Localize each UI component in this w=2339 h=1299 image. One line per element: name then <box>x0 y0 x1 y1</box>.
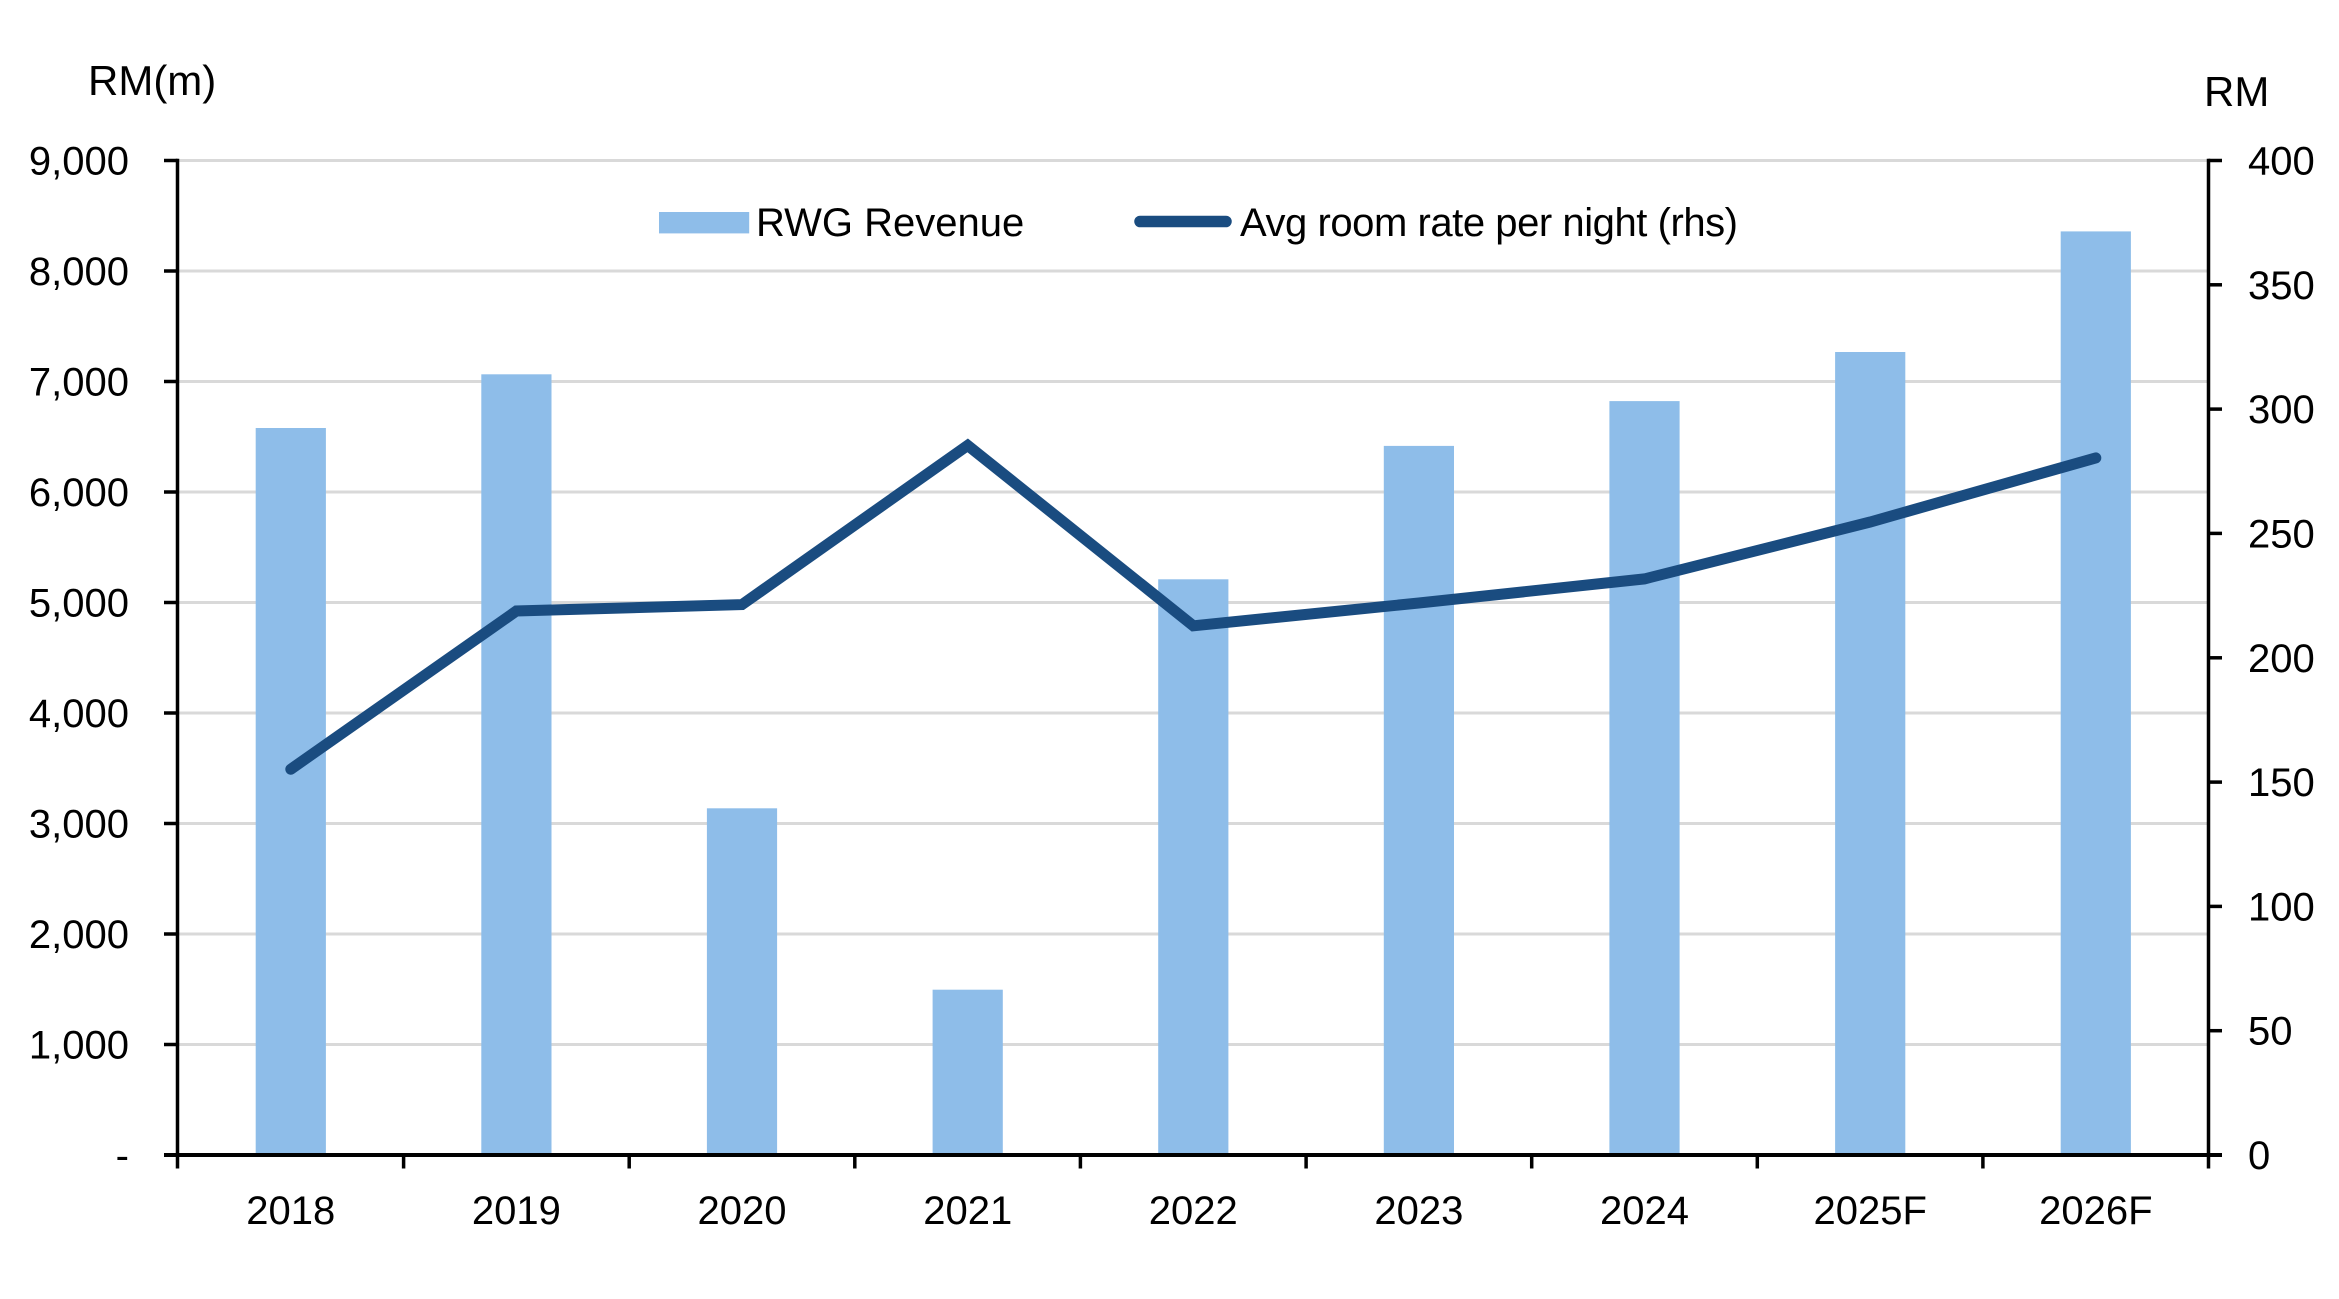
svg-text:7,000: 7,000 <box>29 361 129 405</box>
svg-text:4,000: 4,000 <box>29 692 129 736</box>
svg-text:250: 250 <box>2248 512 2315 556</box>
svg-text:300: 300 <box>2248 388 2315 432</box>
svg-text:2,000: 2,000 <box>29 913 129 957</box>
svg-text:5,000: 5,000 <box>29 582 129 626</box>
svg-text:350: 350 <box>2248 264 2315 308</box>
svg-text:0: 0 <box>2248 1134 2270 1178</box>
svg-text:RM: RM <box>2204 68 2269 115</box>
svg-text:50: 50 <box>2248 1010 2293 1054</box>
svg-text:6,000: 6,000 <box>29 471 129 515</box>
svg-text:3,000: 3,000 <box>29 803 129 847</box>
svg-text:100: 100 <box>2248 885 2315 929</box>
svg-text:2020: 2020 <box>698 1189 787 1233</box>
svg-text:2019: 2019 <box>472 1189 561 1233</box>
svg-text:2021: 2021 <box>923 1189 1012 1233</box>
svg-text:8,000: 8,000 <box>29 250 129 294</box>
svg-text:150: 150 <box>2248 761 2315 805</box>
svg-text:Avg room rate per night (rhs): Avg room rate per night (rhs) <box>1240 201 1738 245</box>
svg-text:2018: 2018 <box>246 1189 335 1233</box>
svg-text:-: - <box>116 1134 129 1178</box>
svg-text:RWG Revenue: RWG Revenue <box>756 201 1024 245</box>
svg-text:1,000: 1,000 <box>29 1024 129 1068</box>
svg-text:RM(m): RM(m) <box>88 57 216 104</box>
svg-text:200: 200 <box>2248 637 2315 681</box>
svg-text:2022: 2022 <box>1149 1189 1238 1233</box>
svg-text:2026F: 2026F <box>2039 1189 2152 1233</box>
svg-text:2023: 2023 <box>1374 1189 1463 1233</box>
svg-text:400: 400 <box>2248 140 2315 184</box>
svg-text:2025F: 2025F <box>1813 1189 1926 1233</box>
svg-text:2024: 2024 <box>1600 1189 1689 1233</box>
svg-text:9,000: 9,000 <box>29 140 129 184</box>
